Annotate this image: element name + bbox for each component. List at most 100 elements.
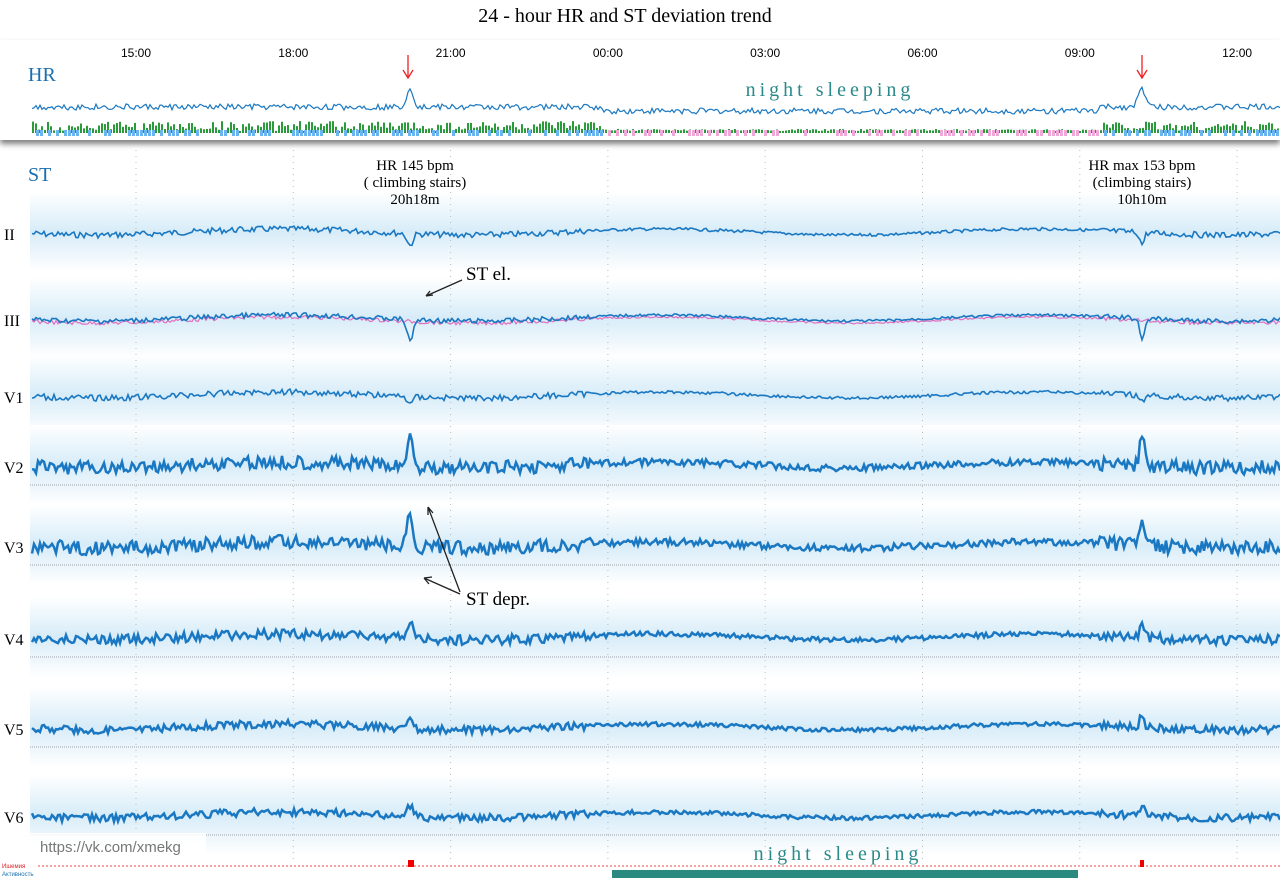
activity-bar [233,124,235,133]
activity-bar [1226,124,1228,133]
activity-bar [1103,122,1105,133]
activity-bar [449,122,451,133]
event-strip [716,130,719,136]
event-strip [476,130,479,136]
activity-bar [719,129,721,133]
event-strip [1232,130,1235,136]
activity-bar [377,121,379,133]
activity-bar [563,122,565,133]
activity-bar [566,128,568,133]
activity-bar [374,125,376,133]
event-strip [64,130,67,136]
activity-bar [1106,124,1108,133]
activity-bar [440,125,442,133]
activity-bar [788,130,790,133]
activity-bar [86,125,88,133]
activity-bar [173,124,175,133]
event-strip [40,130,43,136]
activity-bar [1151,123,1153,133]
activity-bar [1031,129,1033,133]
event-strip [632,130,635,136]
activity-bar [257,125,259,133]
activity-bar [326,123,328,133]
activity-bar [71,126,73,133]
activity-bar [890,129,892,133]
activity-bar [212,122,214,133]
event-strip [1064,130,1067,136]
activity-bar [899,129,901,133]
event-strip [708,130,711,136]
bottom-label: Активность [2,872,34,878]
event-strip [1256,130,1259,136]
activity-bar [344,122,346,133]
event-strip [600,130,603,136]
activity-bar [170,126,172,133]
activity-bar [860,129,862,133]
activity-bar [872,129,874,133]
activity-bar [560,121,562,133]
event-strip [644,130,647,136]
event-strip [592,130,595,136]
activity-bar [1121,124,1123,133]
activity-bar [929,130,931,133]
event-strip [48,130,51,136]
activity-bar [428,128,430,133]
backgrounds [30,192,1280,855]
event-text: HR max 153 bpm [1088,158,1195,174]
activity-bar [1265,124,1267,133]
activity-bar [308,121,310,133]
activity-bar [371,122,373,133]
event-strip [72,130,75,136]
activity-bar [911,129,913,133]
event-strip [728,130,731,136]
activity-bar [467,123,469,133]
event-strip [736,130,739,136]
event-strip [320,130,323,136]
event-strip [1024,130,1027,136]
event-strip [1188,130,1191,136]
event-strip [528,130,531,136]
activity-bar [767,130,769,133]
activity-bar [1268,122,1270,133]
title: 24 - hour HR and ST deviation trend [478,5,771,27]
event-strip [220,130,223,136]
event-strip [148,130,151,136]
event-strip [940,130,943,136]
activity-bar [1001,129,1003,133]
activity-bar [815,129,817,133]
activity-bar [986,129,988,133]
activity-bar [341,126,343,133]
activity-bar [1250,126,1252,133]
activity-bar [866,129,868,133]
activity-bar [515,127,517,133]
activity-bar [1178,130,1180,133]
activity-bar [92,128,94,133]
event-strip [764,130,767,136]
event-strip [104,130,107,136]
event-strip [392,130,395,136]
event-strip [844,130,847,136]
activity-bar [770,130,772,133]
event-strip [1016,130,1019,136]
activity-bar [314,125,316,133]
hr-trace [31,85,1280,116]
hr-label: HR [28,64,56,86]
activity-bar [386,127,388,133]
activity-bar [1079,130,1081,133]
event-strip [360,130,363,136]
lead-label: II [4,227,15,244]
activity-bar [167,122,169,133]
activity-bar [914,129,916,133]
activity-bar [389,122,391,133]
activity-bar [557,122,559,133]
event-strip [744,130,747,136]
event-strip [304,130,307,136]
st-trace [31,314,1280,326]
activity-bar [245,126,247,133]
event-strip [1208,130,1211,136]
activity-bar [203,129,205,133]
event-strip [172,130,175,136]
activity-bar [419,128,421,133]
activity-bar [335,126,337,133]
